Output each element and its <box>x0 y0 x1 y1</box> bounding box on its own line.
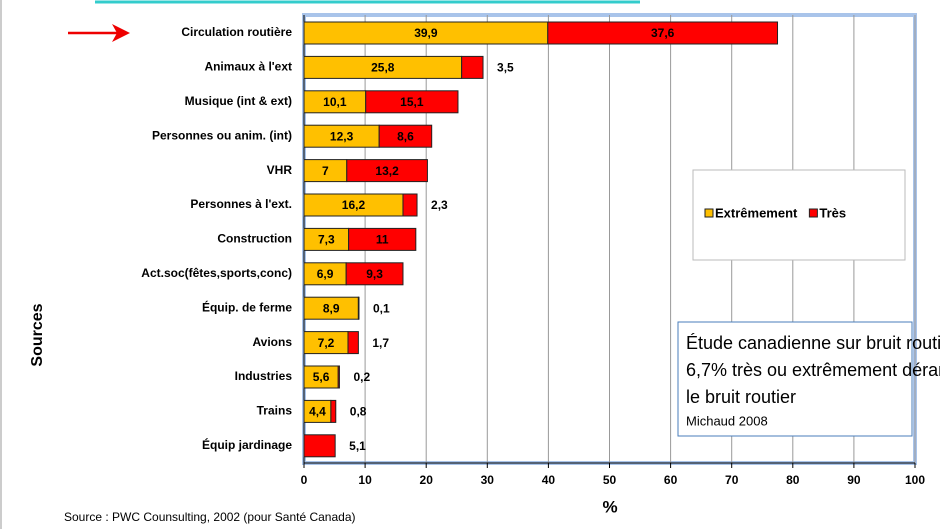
bar-segment <box>330 399 337 423</box>
data-label: 0,8 <box>350 405 367 419</box>
bar-segment <box>357 296 360 320</box>
x-tick-label: 50 <box>603 473 617 487</box>
data-label: 8,9 <box>323 301 340 315</box>
y-tick-label: Équip. de ferme <box>202 299 292 314</box>
y-axis-label: Sources <box>29 303 46 366</box>
data-label: 12,3 <box>330 129 354 143</box>
x-tick-label: 100 <box>905 473 925 487</box>
legend-swatch <box>808 208 818 218</box>
y-tick-label: Personnes à l'ext. <box>190 197 292 211</box>
bar-segment <box>337 365 340 389</box>
x-tick-label: 0 <box>301 473 308 487</box>
data-label: 10,1 <box>323 95 347 109</box>
data-label: 3,5 <box>497 61 514 75</box>
data-label: 13,2 <box>375 164 399 178</box>
data-label: 0,2 <box>353 370 370 384</box>
x-tick-label: 60 <box>664 473 678 487</box>
data-label: 5,6 <box>313 370 330 384</box>
x-tick-label: 20 <box>420 473 434 487</box>
data-label: 25,8 <box>371 61 395 75</box>
data-label: 8,6 <box>397 129 414 143</box>
bar-segment <box>303 434 336 458</box>
data-label: 5,1 <box>349 439 366 453</box>
annotation-box <box>677 321 913 437</box>
data-label: 11 <box>376 233 389 247</box>
annotation-line: Étude canadienne sur bruit routier: <box>686 333 940 353</box>
data-label: 7 <box>322 164 329 178</box>
bar-segment <box>345 262 404 286</box>
y-tick-label: Équip jardinage <box>202 437 292 452</box>
y-tick-label: Act.soc(fêtes,sports,conc) <box>141 266 292 280</box>
bar-segment <box>461 55 484 79</box>
data-label: 1,7 <box>372 336 389 350</box>
y-tick-label: Industries <box>235 369 293 383</box>
data-label: 9,3 <box>366 267 383 281</box>
x-axis-label: % <box>602 497 617 516</box>
annotation-line: 6,7% très ou extrêmement dérangés par <box>686 360 940 380</box>
data-label: 39,9 <box>414 26 438 40</box>
x-tick-label: 80 <box>786 473 800 487</box>
legend-box <box>692 169 906 261</box>
y-tick-label: VHR <box>267 163 293 177</box>
bar-segment <box>365 90 459 114</box>
data-label: 6,9 <box>317 267 334 281</box>
bar-segment <box>378 124 433 148</box>
y-tick-label: Animaux à l'ext <box>204 60 292 74</box>
x-tick-label: 70 <box>725 473 739 487</box>
legend-label: Très <box>819 205 846 220</box>
x-tick-label: 90 <box>847 473 861 487</box>
bar-segment <box>348 227 417 251</box>
annotation-line: le bruit routier <box>686 387 796 407</box>
bar-segment <box>547 21 779 45</box>
data-label: 16,2 <box>342 198 366 212</box>
x-tick-label: 40 <box>542 473 556 487</box>
data-label: 37,6 <box>651 26 675 40</box>
data-label: 7,2 <box>318 336 335 350</box>
data-label: 7,3 <box>318 233 335 247</box>
y-tick-label: Circulation routière <box>181 25 292 39</box>
bar-segment <box>402 193 418 217</box>
arrow-head <box>112 24 130 42</box>
data-label: 2,3 <box>431 198 448 212</box>
data-label: 15,1 <box>400 95 424 109</box>
bar-segment <box>347 331 359 355</box>
legend-label: Extrêmement <box>715 205 798 220</box>
y-tick-label: Construction <box>217 232 292 246</box>
data-label: 4,4 <box>309 405 326 419</box>
annotation-source: Michaud 2008 <box>686 413 768 428</box>
data-label: 0,1 <box>373 301 390 315</box>
x-tick-label: 30 <box>481 473 495 487</box>
source-note: Source : PWC Counsulting, 2002 (pour San… <box>64 510 356 524</box>
y-tick-label: Trains <box>257 404 293 418</box>
y-tick-label: Personnes ou anim. (int) <box>152 128 292 142</box>
bar-segment <box>346 159 428 183</box>
y-tick-label: Musique (int & ext) <box>185 94 292 108</box>
legend-swatch <box>704 208 714 218</box>
x-tick-label: 10 <box>358 473 372 487</box>
y-tick-label: Avions <box>252 335 292 349</box>
